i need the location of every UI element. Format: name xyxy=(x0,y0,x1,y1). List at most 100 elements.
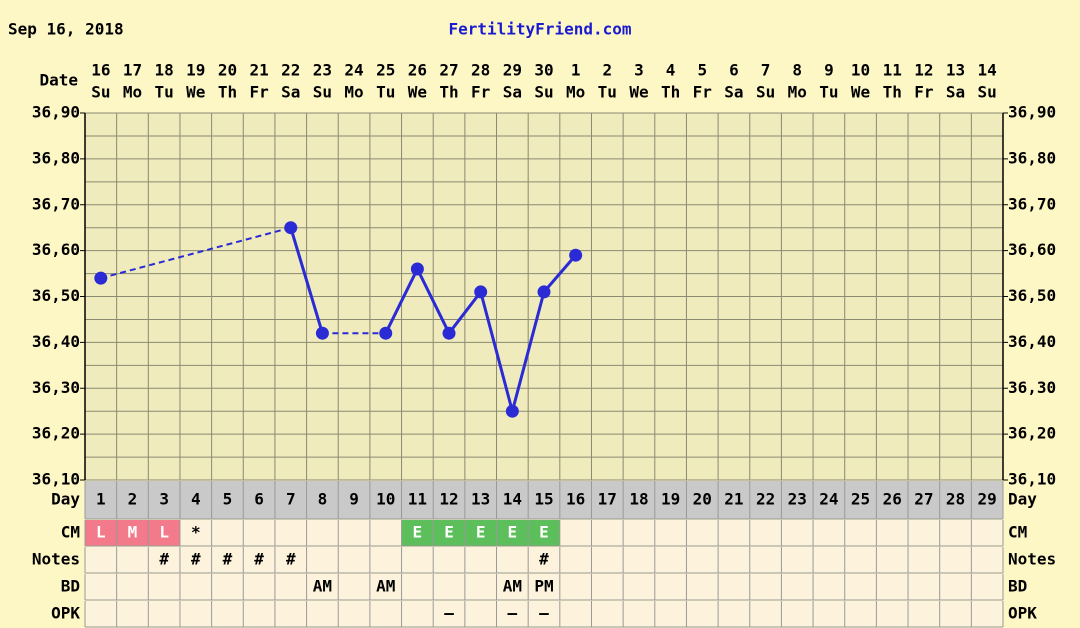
y-tick-label: 36,90 xyxy=(32,103,80,122)
table-cell: 25 xyxy=(851,490,870,509)
table-cell: E xyxy=(476,523,486,542)
row-label: Notes xyxy=(32,550,80,569)
table-cell: 23 xyxy=(788,490,807,509)
table-row xyxy=(85,601,1003,627)
table-cell: AM xyxy=(376,577,395,596)
row-label: CM xyxy=(61,523,80,542)
table-row xyxy=(85,547,1003,573)
table-cell: 3 xyxy=(159,490,169,509)
table-cell: 16 xyxy=(566,490,585,509)
y-tick-label: 36,20 xyxy=(32,424,80,443)
table-cell-fill xyxy=(116,520,149,546)
date-label: 8 xyxy=(792,61,802,80)
data-point xyxy=(284,221,298,235)
table-cell: – xyxy=(444,604,454,623)
table-cell: 6 xyxy=(254,490,264,509)
weekday-label: Tu xyxy=(819,83,838,102)
table-cell: 14 xyxy=(503,490,522,509)
table-cell: 1 xyxy=(96,490,106,509)
weekday-label: Su xyxy=(756,83,775,102)
table-cell: # xyxy=(191,550,201,569)
weekday-label: Su xyxy=(91,83,110,102)
table-cell-fill xyxy=(528,520,560,546)
site-name: FertilityFriend.com xyxy=(448,20,631,39)
table-cell: 9 xyxy=(349,490,359,509)
y-tick-label: 36,40 xyxy=(32,332,80,351)
weekday-label: Su xyxy=(313,83,332,102)
line-segment xyxy=(542,254,577,293)
table-cell: # xyxy=(286,550,296,569)
table-cell-fill xyxy=(85,520,117,546)
table-cell: # xyxy=(223,550,233,569)
weekday-label: Tu xyxy=(376,83,395,102)
table-cell-fill xyxy=(148,520,180,546)
table-cell-fill xyxy=(464,520,497,546)
line-segment xyxy=(447,290,482,335)
table-cell: 17 xyxy=(598,490,617,509)
data-point xyxy=(569,248,583,262)
table-cell: 10 xyxy=(376,490,395,509)
weekday-label: Fr xyxy=(249,83,268,102)
y-tick-label: 36,30 xyxy=(1008,378,1056,397)
y-tick-label: 36,60 xyxy=(32,240,80,259)
weekday-label: We xyxy=(186,83,205,102)
table-cell: 27 xyxy=(914,490,933,509)
date-label: 23 xyxy=(313,61,332,80)
date-label: 1 xyxy=(571,61,581,80)
weekday-label: Fr xyxy=(914,83,933,102)
date-label: 30 xyxy=(534,61,553,80)
chart-date: Sep 16, 2018 xyxy=(8,20,124,39)
table-cell: M xyxy=(128,523,138,542)
y-tick-label: 36,10 xyxy=(1008,470,1056,489)
y-tick-label: 36,90 xyxy=(1008,103,1056,122)
date-label: 27 xyxy=(439,61,458,80)
y-tick-label: 36,30 xyxy=(32,378,80,397)
weekday-label: Sa xyxy=(724,83,743,102)
data-point xyxy=(505,404,519,418)
table-cell: L xyxy=(96,523,106,542)
data-point xyxy=(410,262,424,276)
y-tick-label: 36,50 xyxy=(1008,286,1056,305)
date-label: 24 xyxy=(344,61,363,80)
weekday-label: We xyxy=(851,83,870,102)
y-tick-label: 36,20 xyxy=(1008,424,1056,443)
data-point xyxy=(94,271,108,285)
date-label: 25 xyxy=(376,61,395,80)
table-cell: – xyxy=(508,604,518,623)
data-point xyxy=(537,285,551,299)
row-label: Notes xyxy=(1008,550,1056,569)
row-label: BD xyxy=(61,577,80,596)
weekday-label: Fr xyxy=(693,83,712,102)
date-label: 22 xyxy=(281,61,300,80)
table-cell-fill xyxy=(401,520,434,546)
date-label: 17 xyxy=(123,61,142,80)
date-label: 18 xyxy=(155,61,174,80)
date-label: 12 xyxy=(914,61,933,80)
date-label: 29 xyxy=(503,61,522,80)
weekday-label: Tu xyxy=(155,83,174,102)
table-cell: AM xyxy=(313,577,332,596)
date-label: 9 xyxy=(824,61,834,80)
line-segment xyxy=(100,226,292,280)
table-cell: E xyxy=(539,523,549,542)
weekday-label: Fr xyxy=(471,83,490,102)
table-cell: 5 xyxy=(223,490,233,509)
data-point xyxy=(474,285,488,299)
weekday-label: We xyxy=(629,83,648,102)
row-label: Day xyxy=(51,490,80,509)
date-label: 21 xyxy=(249,61,268,80)
y-tick-label: 36,70 xyxy=(1008,194,1056,213)
table-cell: E xyxy=(508,523,518,542)
table-cell: – xyxy=(539,604,549,623)
weekday-label: Tu xyxy=(598,83,617,102)
weekday-label: Th xyxy=(439,83,458,102)
table-row xyxy=(85,481,1003,519)
line-segment xyxy=(479,291,514,412)
table-cell: 8 xyxy=(318,490,328,509)
table-cell: L xyxy=(159,523,169,542)
line-segment xyxy=(384,268,419,334)
table-cell: E xyxy=(444,523,454,542)
date-label: 26 xyxy=(408,61,427,80)
